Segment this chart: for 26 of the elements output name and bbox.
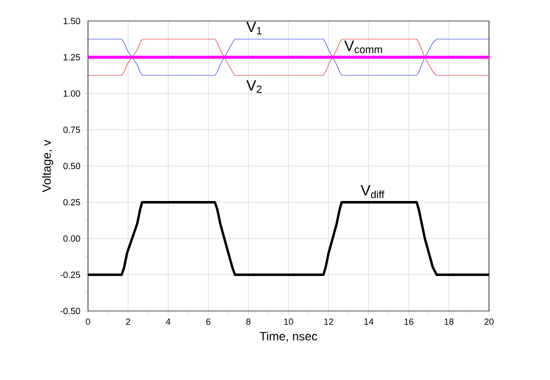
x-tick-label: 6: [206, 318, 210, 325]
y-tick-label: 0.00: [63, 235, 80, 242]
x-axis-title: Time, nsec: [260, 332, 318, 342]
x-tick-label: 2: [126, 318, 130, 325]
x-tick-label: 16: [404, 318, 414, 325]
x-tick-label: 18: [444, 318, 454, 325]
series-label: V$_{diff}$: [360, 185, 384, 198]
series-label: V$_{1}$: [246, 22, 262, 34]
x-tick-label: 20: [484, 318, 494, 325]
x-tick-label: 4: [166, 318, 170, 325]
series-label: V$_{comm}$: [344, 40, 382, 54]
y-tick-label: 1.25: [64, 54, 80, 60]
y-tick-label: -0.50: [60, 308, 80, 314]
y-tick-label: 1.00: [64, 90, 80, 97]
x-tick-label: 12: [324, 318, 334, 325]
x-tick-label: 8: [246, 318, 250, 325]
y-axis-title: Voltage, v: [42, 140, 54, 192]
y-tick-label: 0.25: [63, 199, 80, 206]
y-tick-label: -0.25: [60, 272, 80, 278]
y-tick-label: 1.50: [64, 18, 80, 24]
x-tick-label: 0: [86, 318, 90, 325]
y-tick-label: 0.50: [63, 162, 80, 170]
x-tick-label: 14: [364, 318, 374, 325]
x-tick-label: 10: [284, 318, 294, 325]
series-label: V$_{2}$: [246, 80, 262, 93]
y-tick-label: 0.75: [63, 126, 80, 133]
